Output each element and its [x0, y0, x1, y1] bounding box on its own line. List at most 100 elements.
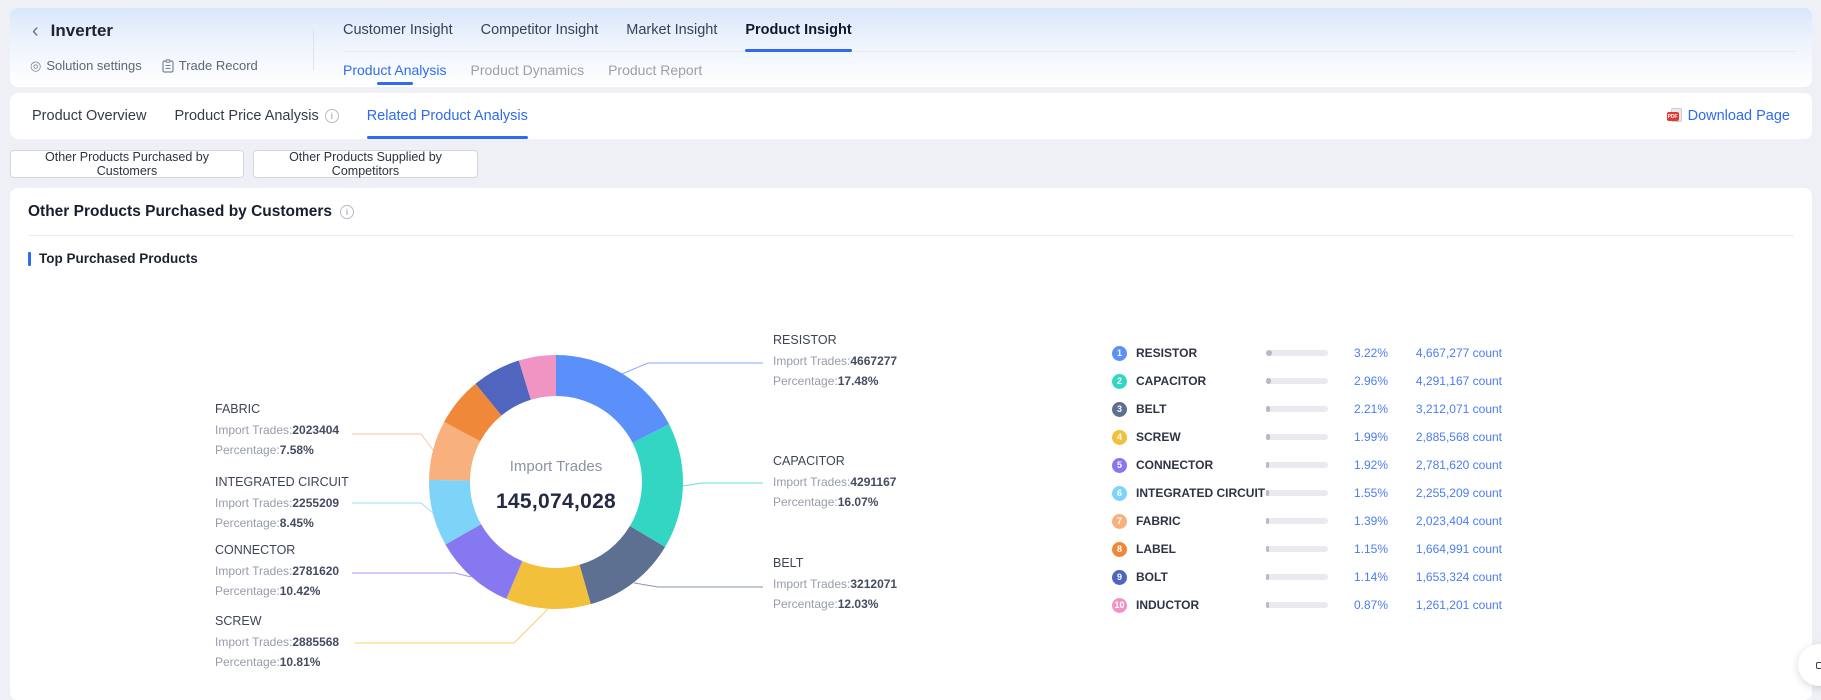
legend-count: 3,212,071 count: [1396, 402, 1502, 416]
callout-percentage: Percentage:10.42%: [215, 582, 339, 602]
callout-percentage: Percentage:10.81%: [215, 653, 339, 673]
callout-import-trades: Import Trades:2885568: [215, 633, 339, 653]
legend-name: CAPACITOR: [1136, 374, 1266, 388]
leader-line-resistor: [622, 363, 763, 374]
leader-line-screw: [355, 609, 548, 643]
legend-name: SCREW: [1136, 430, 1266, 444]
legend-name: RESISTOR: [1136, 346, 1266, 360]
rank-badge: 9: [1112, 570, 1127, 585]
legend-row-capacitor[interactable]: 2 CAPACITOR 2.96% 4,291,167 count: [1112, 367, 1502, 395]
legend-count: 2,781,620 count: [1396, 458, 1502, 472]
donut-center-value: 145,074,028: [446, 490, 666, 514]
legend-count: 4,667,277 count: [1396, 346, 1502, 360]
legend-name: FABRIC: [1136, 514, 1266, 528]
callout-percentage: Percentage:17.48%: [773, 372, 897, 392]
legend-name: LABEL: [1136, 542, 1266, 556]
rank-badge: 7: [1112, 514, 1127, 529]
callout-percentage: Percentage:12.03%: [773, 595, 897, 615]
callout-name: RESISTOR: [773, 333, 897, 347]
legend-percent: 1.14%: [1336, 570, 1388, 584]
legend-name: INDUCTOR: [1136, 598, 1266, 612]
legend-bar: [1266, 378, 1328, 384]
rank-badge: 5: [1112, 458, 1127, 473]
callout-name: CONNECTOR: [215, 543, 339, 557]
legend-percent: 1.55%: [1336, 486, 1388, 500]
legend-percent: 2.96%: [1336, 374, 1388, 388]
leader-line-capacitor: [683, 483, 763, 486]
legend-bar: [1266, 574, 1328, 580]
legend-percent: 1.99%: [1336, 430, 1388, 444]
legend-percent: 2.21%: [1336, 402, 1388, 416]
legend-row-bolt[interactable]: 9 BOLT 1.14% 1,653,324 count: [1112, 563, 1502, 591]
callout-percentage: Percentage:8.45%: [215, 514, 349, 534]
legend-name: BELT: [1136, 402, 1266, 416]
legend-percent: 3.22%: [1336, 346, 1388, 360]
legend-bar: [1266, 490, 1328, 496]
legend-percent: 1.15%: [1336, 542, 1388, 556]
legend-row-resistor[interactable]: 1 RESISTOR 3.22% 4,667,277 count: [1112, 339, 1502, 367]
legend-name: BOLT: [1136, 570, 1266, 584]
legend-name: CONNECTOR: [1136, 458, 1266, 472]
rank-badge: 1: [1112, 346, 1127, 361]
leader-line-belt: [634, 583, 763, 587]
legend-count: 4,291,167 count: [1396, 374, 1502, 388]
legend-count: 1,261,201 count: [1396, 598, 1502, 612]
legend-row-screw[interactable]: 4 SCREW 1.99% 2,885,568 count: [1112, 423, 1502, 451]
leader-line-integrated-circuit: [352, 503, 433, 513]
callout-name: FABRIC: [215, 402, 339, 416]
legend-percent: 1.39%: [1336, 514, 1388, 528]
rank-badge: 10: [1112, 598, 1127, 613]
legend-count: 1,664,991 count: [1396, 542, 1502, 556]
legend-count: 2,255,209 count: [1396, 486, 1502, 500]
legend-count: 2,885,568 count: [1396, 430, 1502, 444]
legend-row-integrated-circuit[interactable]: 6 INTEGRATED CIRCUIT 1.55% 2,255,209 count: [1112, 479, 1502, 507]
legend-bar: [1266, 462, 1328, 468]
rank-badge: 4: [1112, 430, 1127, 445]
legend-bar: [1266, 518, 1328, 524]
legend-percent: 1.92%: [1336, 458, 1388, 472]
legend-percent: 0.87%: [1336, 598, 1388, 612]
legend-name: INTEGRATED CIRCUIT: [1136, 486, 1266, 500]
leader-line-fabric: [352, 434, 433, 450]
floating-action-icon: [1816, 662, 1821, 669]
legend-count: 1,653,324 count: [1396, 570, 1502, 584]
donut-slice-resistor[interactable]: [556, 355, 669, 443]
legend-bar: [1266, 406, 1328, 412]
legend-row-label[interactable]: 8 LABEL 1.15% 1,664,991 count: [1112, 535, 1502, 563]
legend-row-inductor[interactable]: 10 INDUCTOR 0.87% 1,261,201 count: [1112, 591, 1502, 619]
callout-import-trades: Import Trades:3212071: [773, 575, 897, 595]
callout-import-trades: Import Trades:2781620: [215, 562, 339, 582]
callout-percentage: Percentage:7.58%: [215, 441, 339, 461]
legend-bar: [1266, 350, 1328, 356]
callout-name: CAPACITOR: [773, 454, 896, 468]
legend-row-connector[interactable]: 5 CONNECTOR 1.92% 2,781,620 count: [1112, 451, 1502, 479]
rank-badge: 6: [1112, 486, 1127, 501]
legend-bar: [1266, 602, 1328, 608]
callout-percentage: Percentage:16.07%: [773, 493, 896, 513]
donut-center-label: Import Trades: [456, 458, 656, 475]
callout-import-trades: Import Trades:4291167: [773, 473, 896, 493]
legend-bar: [1266, 434, 1328, 440]
callout-import-trades: Import Trades:4667277: [773, 352, 897, 372]
rank-badge: 8: [1112, 542, 1127, 557]
rank-badge: 3: [1112, 402, 1127, 417]
callout-name: BELT: [773, 556, 897, 570]
callout-name: SCREW: [215, 614, 339, 628]
legend-row-belt[interactable]: 3 BELT 2.21% 3,212,071 count: [1112, 395, 1502, 423]
callout-name: INTEGRATED CIRCUIT: [215, 475, 349, 489]
callout-import-trades: Import Trades:2023404: [215, 421, 339, 441]
donut-slice-capacitor[interactable]: [630, 424, 683, 547]
rank-badge: 2: [1112, 374, 1127, 389]
leader-line-connector: [352, 573, 471, 577]
legend-bar: [1266, 546, 1328, 552]
